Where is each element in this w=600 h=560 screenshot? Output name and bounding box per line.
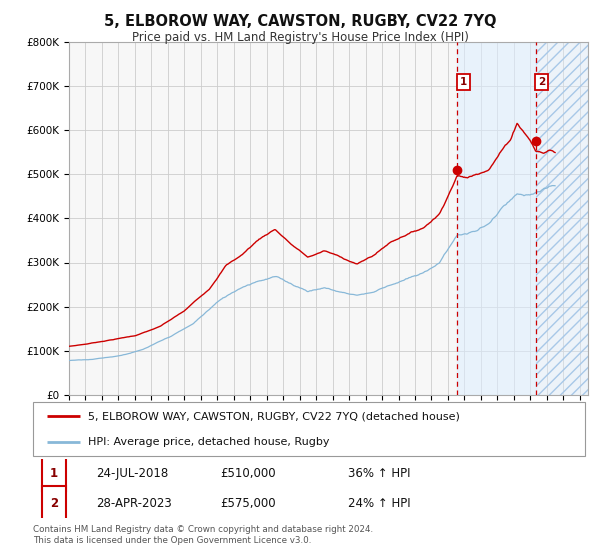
Text: Contains HM Land Registry data © Crown copyright and database right 2024.: Contains HM Land Registry data © Crown c… (33, 525, 373, 534)
Text: 2: 2 (50, 497, 58, 510)
Text: Price paid vs. HM Land Registry's House Price Index (HPI): Price paid vs. HM Land Registry's House … (131, 31, 469, 44)
Text: 28-APR-2023: 28-APR-2023 (97, 497, 172, 510)
FancyBboxPatch shape (42, 456, 65, 491)
Text: £575,000: £575,000 (221, 497, 277, 510)
Text: 36% ↑ HPI: 36% ↑ HPI (347, 467, 410, 480)
Text: 24% ↑ HPI: 24% ↑ HPI (347, 497, 410, 510)
Text: 2: 2 (538, 77, 545, 87)
Bar (536, 42, 588, 395)
Bar (457, 42, 536, 395)
Text: 5, ELBOROW WAY, CAWSTON, RUGBY, CV22 7YQ (detached house): 5, ELBOROW WAY, CAWSTON, RUGBY, CV22 7YQ… (88, 412, 460, 421)
Text: 5, ELBOROW WAY, CAWSTON, RUGBY, CV22 7YQ: 5, ELBOROW WAY, CAWSTON, RUGBY, CV22 7YQ (104, 14, 496, 29)
Text: HPI: Average price, detached house, Rugby: HPI: Average price, detached house, Rugb… (88, 437, 330, 446)
Text: This data is licensed under the Open Government Licence v3.0.: This data is licensed under the Open Gov… (33, 536, 311, 545)
Text: 1: 1 (460, 77, 467, 87)
Text: 1: 1 (50, 467, 58, 480)
Bar (536, 42, 588, 395)
Text: £510,000: £510,000 (221, 467, 277, 480)
FancyBboxPatch shape (42, 486, 65, 521)
FancyBboxPatch shape (33, 402, 585, 456)
Text: 24-JUL-2018: 24-JUL-2018 (97, 467, 169, 480)
